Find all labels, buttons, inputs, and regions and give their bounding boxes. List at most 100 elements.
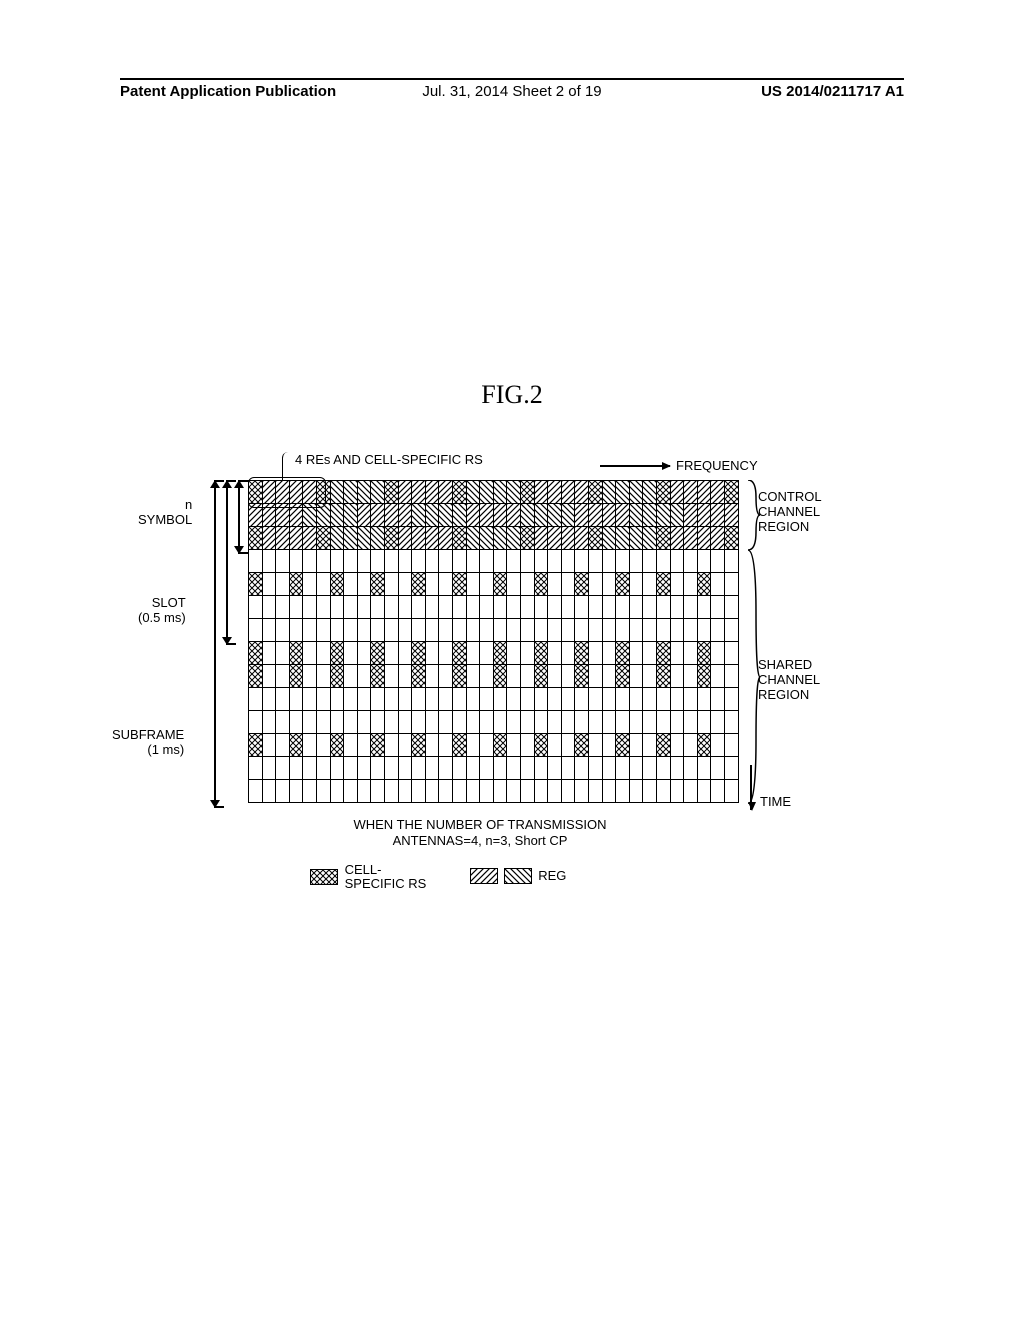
reg2-swatch bbox=[504, 868, 532, 884]
grid-cell bbox=[697, 526, 712, 550]
grid-cell bbox=[438, 595, 453, 619]
grid-cell bbox=[438, 549, 453, 573]
grid-cell bbox=[452, 618, 467, 642]
grid-cell bbox=[670, 687, 685, 711]
grid-cell bbox=[425, 779, 440, 803]
grid-cell bbox=[710, 687, 725, 711]
grid-cell bbox=[520, 733, 535, 757]
grid-cell bbox=[493, 618, 508, 642]
grid-cell bbox=[561, 733, 576, 757]
brace-control bbox=[746, 480, 756, 550]
label-subframe: SUBFRAME (1 ms) bbox=[112, 727, 184, 757]
grid-cell bbox=[452, 779, 467, 803]
grid-cell bbox=[602, 710, 617, 734]
grid-cell bbox=[588, 756, 603, 780]
grid-cell bbox=[302, 756, 317, 780]
grid-cell bbox=[670, 480, 685, 504]
grid-cell bbox=[493, 779, 508, 803]
grid-cell bbox=[710, 480, 725, 504]
grid-cell bbox=[330, 687, 345, 711]
grid-cell bbox=[452, 526, 467, 550]
grid-cell bbox=[683, 641, 698, 665]
grid-cell bbox=[384, 664, 399, 688]
grid-cell bbox=[697, 710, 712, 734]
grid-cell bbox=[452, 503, 467, 527]
grid-cell bbox=[520, 641, 535, 665]
grid-cell bbox=[615, 572, 630, 596]
grid-cell bbox=[425, 641, 440, 665]
grid-cell bbox=[343, 664, 358, 688]
grid-cell bbox=[289, 687, 304, 711]
grid-cell bbox=[534, 549, 549, 573]
grid-cell bbox=[724, 664, 739, 688]
grid-cell bbox=[520, 664, 535, 688]
grid-cell bbox=[398, 503, 413, 527]
grid-cell bbox=[629, 756, 644, 780]
grid-cell bbox=[302, 526, 317, 550]
grid-cell bbox=[479, 779, 494, 803]
grid-cell bbox=[357, 664, 372, 688]
grid-cell bbox=[425, 710, 440, 734]
freq-label: FREQUENCY bbox=[676, 458, 758, 473]
grid-cell bbox=[438, 641, 453, 665]
grid-cell bbox=[466, 779, 481, 803]
grid-cell bbox=[547, 664, 562, 688]
grid-cell bbox=[262, 779, 277, 803]
grid-cell bbox=[629, 733, 644, 757]
grid-cell bbox=[357, 687, 372, 711]
grid-cell bbox=[670, 526, 685, 550]
grid-cell bbox=[547, 756, 562, 780]
grid-cell bbox=[629, 526, 644, 550]
grid-cell bbox=[316, 641, 331, 665]
grid-cell bbox=[697, 549, 712, 573]
grid-cell bbox=[670, 779, 685, 803]
grid-cell bbox=[588, 641, 603, 665]
legend-crs-line2: SPECIFIC RS bbox=[345, 876, 427, 891]
grid-cell bbox=[574, 664, 589, 688]
grid-cell bbox=[302, 779, 317, 803]
grid-cell bbox=[615, 503, 630, 527]
grid-cell bbox=[656, 618, 671, 642]
grid-cell bbox=[642, 641, 657, 665]
grid-cell bbox=[683, 572, 698, 596]
grid-cell bbox=[289, 572, 304, 596]
grid-cell bbox=[452, 549, 467, 573]
grid-cell bbox=[520, 756, 535, 780]
grid-cell bbox=[697, 595, 712, 619]
grid-cell bbox=[574, 641, 589, 665]
grid-cell bbox=[656, 710, 671, 734]
grid-cell bbox=[343, 641, 358, 665]
grid-cell bbox=[466, 480, 481, 504]
grid-cell bbox=[574, 595, 589, 619]
grid-cell bbox=[670, 733, 685, 757]
grid-cell bbox=[411, 710, 426, 734]
grid-cell bbox=[398, 618, 413, 642]
grid-cell bbox=[411, 687, 426, 711]
grid-cell bbox=[710, 664, 725, 688]
grid-cell bbox=[289, 526, 304, 550]
grid-cell bbox=[574, 549, 589, 573]
grid-cell bbox=[670, 641, 685, 665]
grid-cell bbox=[493, 641, 508, 665]
grid-cell bbox=[411, 595, 426, 619]
grid-cell bbox=[724, 779, 739, 803]
grid-cell bbox=[656, 664, 671, 688]
grid-cell bbox=[615, 618, 630, 642]
grid-cell bbox=[438, 756, 453, 780]
grid-cell bbox=[248, 733, 263, 757]
grid-cell bbox=[479, 641, 494, 665]
grid-cell bbox=[547, 710, 562, 734]
grid-cell bbox=[398, 733, 413, 757]
grid-cell bbox=[697, 503, 712, 527]
grid-cell bbox=[670, 572, 685, 596]
grid-cell bbox=[438, 618, 453, 642]
grid-cell bbox=[466, 641, 481, 665]
grid-cell bbox=[316, 618, 331, 642]
bracket-subframe bbox=[214, 480, 224, 808]
grid-cell bbox=[642, 664, 657, 688]
grid-cell bbox=[425, 733, 440, 757]
figure-title: FIG.2 bbox=[481, 380, 542, 410]
bracket-n-symbol bbox=[238, 480, 248, 554]
grid-cell bbox=[275, 710, 290, 734]
grid-cell bbox=[316, 549, 331, 573]
